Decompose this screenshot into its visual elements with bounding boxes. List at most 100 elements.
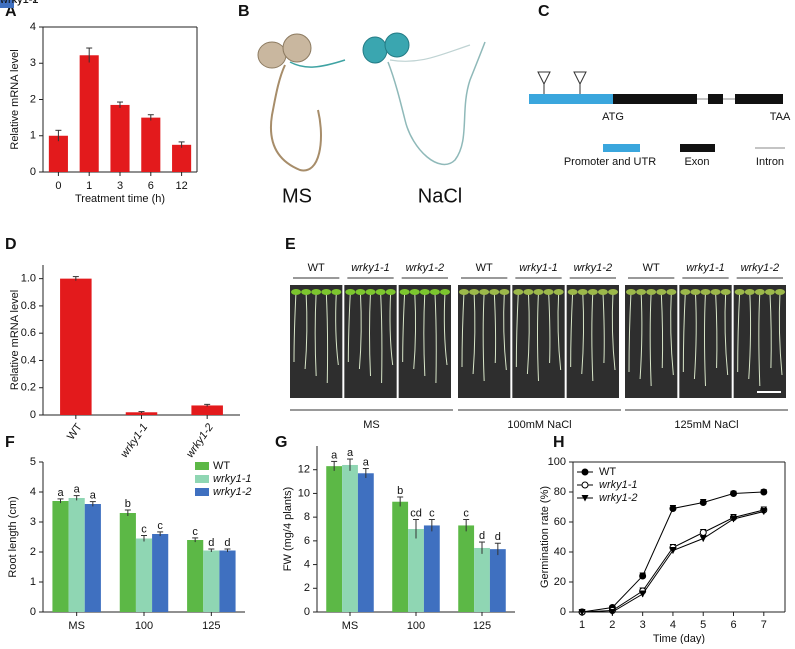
seedling	[557, 291, 562, 371]
cotyledon	[440, 289, 450, 295]
panel-letter: B	[238, 3, 250, 20]
cotyledon	[734, 289, 745, 295]
seedling	[649, 291, 652, 387]
seedling	[413, 291, 417, 370]
genotype-label: wrky1-1	[351, 262, 390, 274]
legend-label: wrky1-1	[0, 0, 39, 6]
line	[582, 511, 764, 613]
bar	[79, 55, 99, 172]
seedling	[335, 291, 339, 366]
seedling	[434, 291, 437, 384]
seedling	[628, 291, 632, 373]
cotyledon	[479, 289, 490, 295]
seedling	[570, 291, 574, 368]
seedling	[443, 291, 448, 366]
significance-letter: d	[224, 537, 230, 549]
y-tick-label: 20	[554, 576, 566, 588]
x-tick-label: 4	[670, 619, 676, 631]
x-tick-label: wrky1-1	[118, 422, 150, 460]
seedling	[748, 291, 752, 380]
y-tick-label: 2	[304, 582, 310, 594]
panel-letter: D	[5, 236, 17, 253]
seedling	[670, 291, 674, 376]
significance-letter: c	[463, 507, 469, 519]
condition-label: NaCl	[418, 185, 462, 207]
marker	[699, 499, 707, 506]
significance-letter: c	[429, 507, 435, 519]
seedling	[778, 291, 783, 376]
y-axis-title: Germination rate (%)	[539, 486, 551, 588]
y-tick-label: 40	[554, 546, 566, 558]
y-tick-label: 0	[30, 409, 36, 421]
seedling	[314, 291, 317, 377]
legend-label: WT	[599, 466, 616, 478]
seedling	[304, 291, 308, 370]
panel-letter: E	[285, 236, 296, 253]
y-tick-label: 0	[560, 606, 566, 618]
cotyledon	[385, 289, 396, 295]
bar	[474, 547, 490, 612]
cotyledon	[577, 289, 588, 295]
seedling	[581, 291, 585, 375]
bar	[392, 501, 409, 612]
seedling-photos	[290, 285, 786, 398]
marker	[760, 488, 768, 496]
cotyledon	[513, 289, 524, 295]
significance-letter: d	[479, 530, 485, 542]
marker	[578, 609, 586, 616]
marker	[639, 591, 647, 598]
y-tick-label: 0.8	[21, 300, 36, 312]
cotyledon	[700, 289, 711, 295]
cotyledon	[764, 289, 775, 295]
x-tick-label: 7	[761, 619, 767, 631]
cotyledon	[409, 289, 420, 295]
photo-panel	[398, 285, 451, 398]
x-axis-title: Treatment time (h)	[75, 193, 165, 205]
seedling	[461, 291, 465, 368]
photo-panel	[290, 285, 343, 398]
seedling	[515, 291, 519, 368]
x-tick-label: 1	[579, 619, 585, 631]
cotyledon	[690, 289, 701, 295]
y-tick-label: 80	[554, 486, 566, 498]
cotyledon	[301, 289, 312, 295]
x-tick-label: 100	[135, 620, 153, 632]
legend-swatch	[195, 475, 209, 483]
cotyledon	[626, 289, 636, 295]
cotyledon	[775, 289, 785, 295]
cotyledon	[720, 289, 731, 295]
seedling	[423, 291, 426, 377]
legend-label: wrky1-2	[0, 0, 39, 6]
cotyledon	[656, 289, 667, 295]
bar	[203, 550, 220, 612]
seedling	[293, 291, 297, 363]
cotyledon	[567, 289, 578, 295]
x-tick-label: 5	[700, 619, 706, 631]
bar	[191, 405, 223, 415]
significance-letter: cd	[410, 507, 422, 519]
cotyledon	[375, 289, 386, 295]
cotyledon	[469, 289, 480, 295]
cotyledon	[399, 289, 410, 295]
bar	[110, 104, 130, 172]
significance-letter: a	[347, 447, 354, 459]
significance-letter: c	[141, 523, 147, 535]
seedling	[472, 291, 476, 375]
bar	[60, 278, 92, 415]
marker	[608, 609, 616, 616]
x-tick-label: 12	[175, 180, 187, 192]
significance-letter: a	[57, 487, 64, 499]
x-axis-title: Time (day)	[653, 633, 705, 644]
seedling	[548, 291, 551, 364]
bar	[172, 144, 192, 172]
legend-label: wrky1-2	[599, 492, 638, 504]
marker	[699, 535, 707, 542]
genotype-label: wrky1-2	[406, 262, 445, 274]
genotype-label: wrky1-1	[519, 262, 558, 274]
y-tick-label: 0	[30, 606, 36, 618]
cotyledon	[553, 289, 564, 295]
x-tick-label: 125	[473, 620, 491, 632]
seedling	[493, 291, 497, 364]
y-tick-label: 4	[304, 558, 310, 570]
x-tick-label: 3	[640, 619, 646, 631]
